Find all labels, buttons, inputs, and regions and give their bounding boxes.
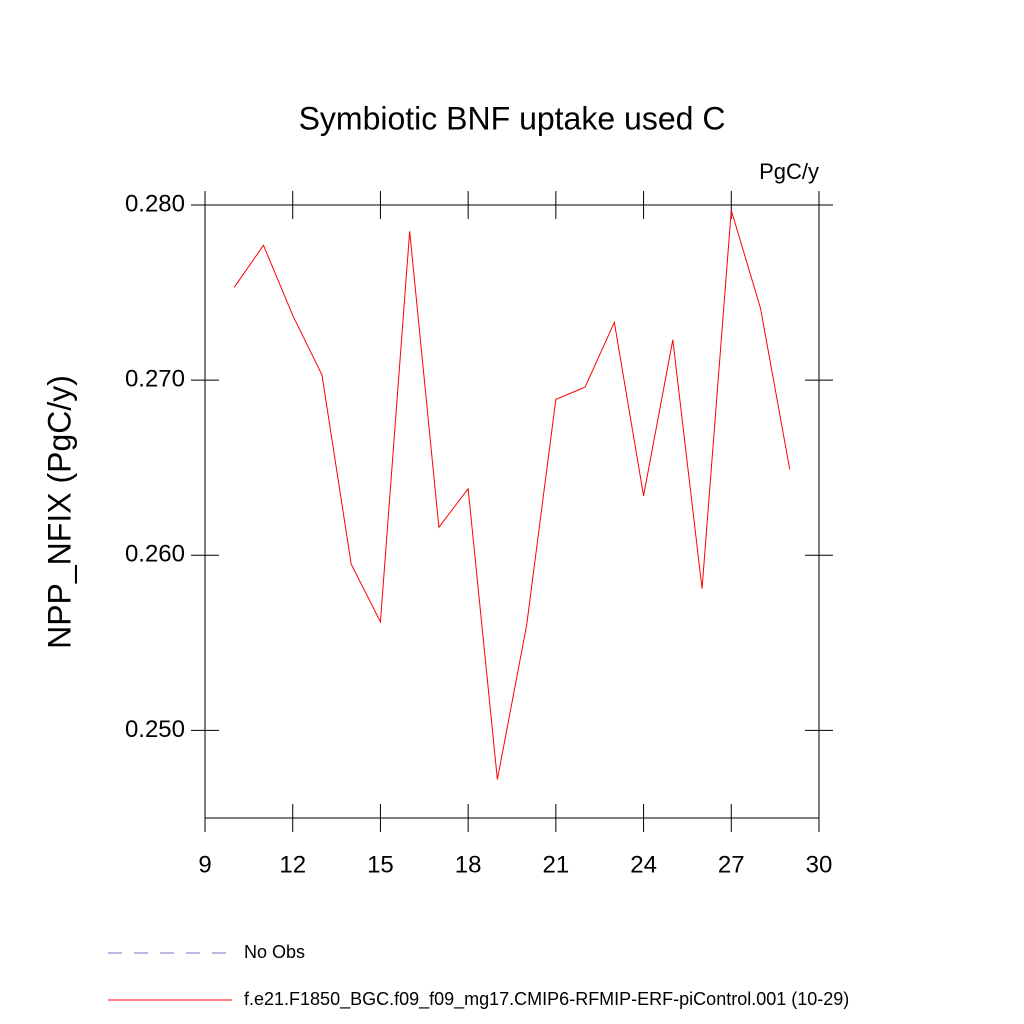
y-tick-label: 0.280 (125, 190, 185, 217)
legend-label: No Obs (244, 942, 305, 962)
y-axis-label: NPP_NFIX (PgC/y) (41, 375, 77, 649)
x-tick-label: 9 (198, 851, 211, 878)
y-tick-label: 0.270 (125, 365, 185, 392)
y-tick-label: 0.260 (125, 541, 185, 568)
plot-frame (204, 204, 820, 819)
x-tick-label: 30 (806, 851, 833, 878)
y-tick-label: 0.250 (125, 716, 185, 743)
legend-label: f.e21.F1850_BGC.f09_f09_mg17.CMIP6-RFMIP… (244, 989, 849, 1010)
x-tick-label: 12 (279, 851, 306, 878)
x-tick-label: 15 (367, 851, 394, 878)
x-tick-label: 27 (718, 851, 745, 878)
chart-title: Symbiotic BNF uptake used C (299, 100, 726, 136)
units-label: PgC/y (759, 159, 819, 184)
x-tick-label: 24 (630, 851, 657, 878)
data-line (233, 210, 791, 780)
x-tick-label: 21 (543, 851, 570, 878)
x-tick-label: 18 (455, 851, 482, 878)
